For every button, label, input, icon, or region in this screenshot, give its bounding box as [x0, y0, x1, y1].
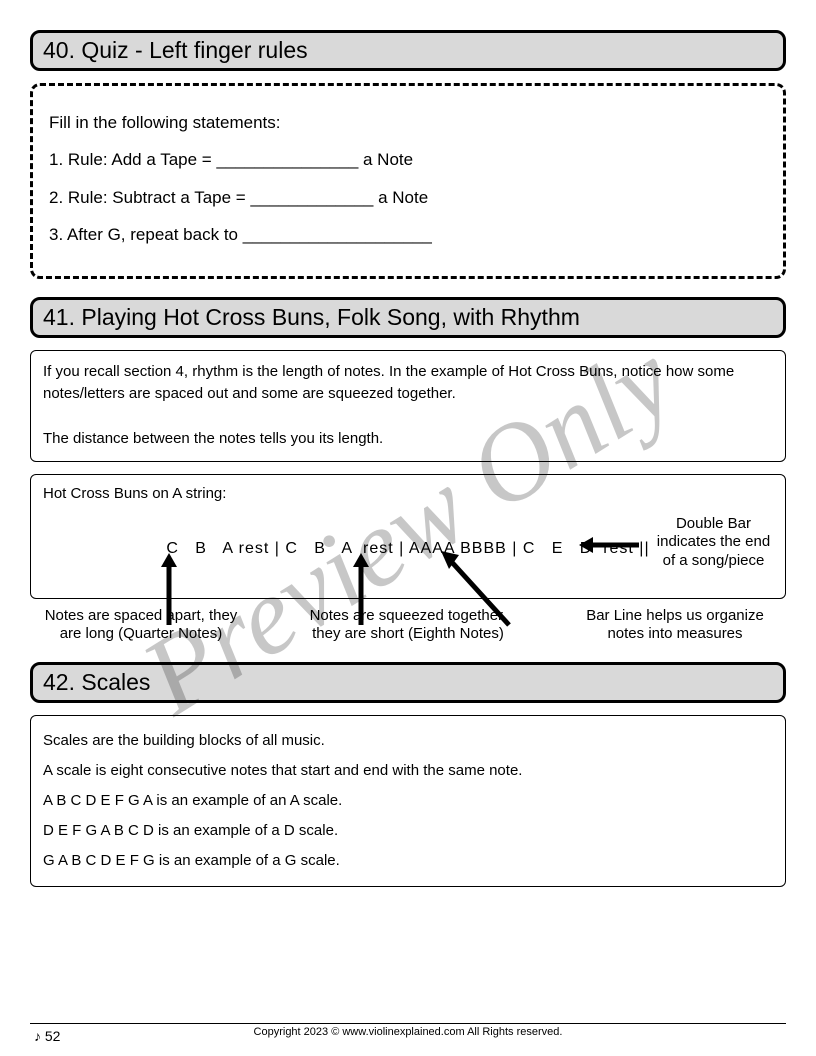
footer-copyright: Copyright 2023 © www.violinexplained.com…: [30, 1023, 786, 1038]
quiz-q1: 1. Rule: Add a Tape = _______________ a …: [49, 141, 767, 178]
s42-p4: D E F G A B C D is an example of a D sca…: [43, 816, 773, 846]
s42-p5: G A B C D E F G is an example of a G sca…: [43, 846, 773, 876]
quiz-q3: 3. After G, repeat back to _____________…: [49, 216, 767, 253]
page-number: ♪ 52: [34, 1028, 60, 1044]
diagram-label: Hot Cross Buns on A string:: [43, 485, 773, 502]
arrow-double-bar: [579, 535, 639, 555]
arrow-spaced-notes: [159, 553, 179, 625]
s42-p1: Scales are the building blocks of all mu…: [43, 726, 773, 756]
section-41-p2: The distance between the notes tells you…: [43, 428, 773, 451]
arrow-bar-line: [441, 551, 521, 629]
diagram-box: Hot Cross Buns on A string: C B A rest |…: [30, 474, 786, 599]
double-bar-label: Double Bar indicates the end of a song/p…: [656, 515, 771, 571]
section-41-p1: If you recall section 4, rhythm is the l…: [43, 361, 773, 406]
annot-barline: Bar Line helps us organize notes into me…: [570, 607, 780, 645]
section-42-content: Scales are the building blocks of all mu…: [30, 715, 786, 887]
quiz-intro: Fill in the following statements:: [49, 104, 767, 141]
section-40-header: 40. Quiz - Left finger rules: [30, 30, 786, 71]
s42-p2: A scale is eight consecutive notes that …: [43, 756, 773, 786]
annotations-row: Notes are spaced apart, they are long (Q…: [30, 607, 786, 645]
page-number-value: 52: [45, 1028, 61, 1044]
section-42-header: 42. Scales: [30, 662, 786, 703]
note-icon: ♪: [34, 1028, 41, 1044]
section-41-header: 41. Playing Hot Cross Buns, Folk Song, w…: [30, 297, 786, 338]
annot-spaced: Notes are spaced apart, they are long (Q…: [36, 607, 246, 645]
quiz-box: Fill in the following statements: 1. Rul…: [30, 83, 786, 279]
section-41-intro-box: If you recall section 4, rhythm is the l…: [30, 350, 786, 462]
quiz-q2: 2. Rule: Subtract a Tape = _____________…: [49, 179, 767, 216]
s42-p3: A B C D E F G A is an example of an A sc…: [43, 786, 773, 816]
arrow-squeezed-notes: [351, 553, 371, 625]
